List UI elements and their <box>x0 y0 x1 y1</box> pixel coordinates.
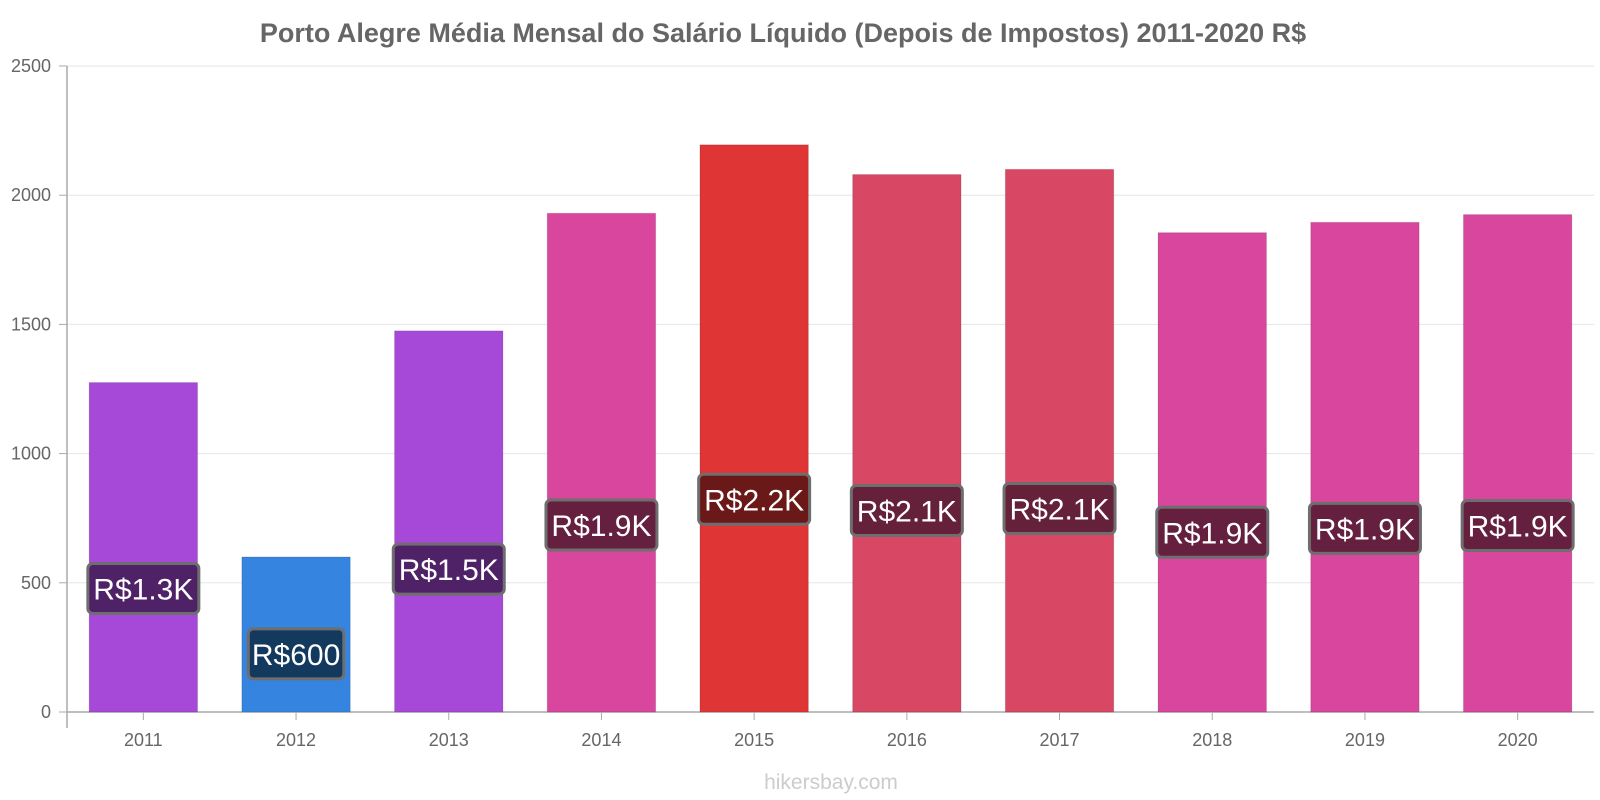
data-label-2019: R$1.9K <box>1315 513 1415 546</box>
data-labels: R$1.3K R$600 R$1.5K R$1.9K R$2.2K R$2.1K R$2.1… <box>86 472 1575 681</box>
x-tick-label: 2014 <box>581 730 621 750</box>
data-label-box <box>391 542 506 596</box>
bar-2017 <box>1004 168 1115 713</box>
x-tick-label: 2012 <box>276 730 316 750</box>
data-label-2016: R$2.1K <box>857 495 957 528</box>
data-label-2017: R$2.1K <box>1010 494 1110 527</box>
data-label-box <box>697 472 812 526</box>
data-label-box <box>1002 482 1117 536</box>
data-label-box <box>1307 501 1422 555</box>
x-tick-label: 2018 <box>1192 730 1232 750</box>
bar-2016 <box>852 174 962 713</box>
data-label-box <box>86 561 201 615</box>
data-label-box <box>544 498 659 552</box>
x-tick-label: 2020 <box>1498 730 1538 750</box>
data-label-2018: R$1.9K <box>1162 517 1262 550</box>
data-label-box <box>1155 505 1270 559</box>
bar-2018 <box>1157 232 1267 713</box>
data-label-box <box>849 483 964 537</box>
bar-2015 <box>699 144 809 713</box>
x-tick-label: 2013 <box>429 730 469 750</box>
y-tick-label: 2500 <box>11 56 51 76</box>
bar-2014 <box>546 212 657 713</box>
y-tick-label: 2000 <box>11 185 51 205</box>
x-tick-label: 2015 <box>734 730 774 750</box>
data-label-2011: R$1.3K <box>93 573 193 606</box>
data-label-2012: R$600 <box>252 639 340 672</box>
y-tick-label: 1000 <box>11 444 51 464</box>
data-label-2013: R$1.5K <box>399 554 499 587</box>
x-tick-label: 2017 <box>1040 730 1080 750</box>
x-tick-label: 2016 <box>887 730 927 750</box>
data-label-2014: R$1.9K <box>551 510 651 543</box>
x-axis-ticks: 2011 2012 2013 2014 2015 2016 2017 2018 2019 2020 <box>124 712 1538 750</box>
y-tick-label: 0 <box>41 702 51 722</box>
bars <box>88 144 1573 713</box>
y-axis-ticks: 0 500 1000 1500 2000 2500 <box>11 56 67 722</box>
y-tick-label: 500 <box>21 573 51 593</box>
data-label-box <box>1460 498 1575 552</box>
data-label-2015: R$2.2K <box>704 484 804 517</box>
y-tick-label: 1500 <box>11 314 51 334</box>
bar-2019 <box>1310 221 1420 713</box>
bar-2013 <box>394 330 504 713</box>
data-label-box <box>246 627 346 681</box>
footer-source: hikersbay.com <box>764 771 898 794</box>
data-label-2020: R$1.9K <box>1468 510 1568 543</box>
bar-2020 <box>1462 214 1573 713</box>
x-tick-label: 2011 <box>124 730 163 750</box>
chart-title: Porto Alegre Média Mensal do Salário Líq… <box>260 18 1306 48</box>
x-tick-label: 2019 <box>1345 730 1385 750</box>
bar-2011 <box>88 382 199 713</box>
